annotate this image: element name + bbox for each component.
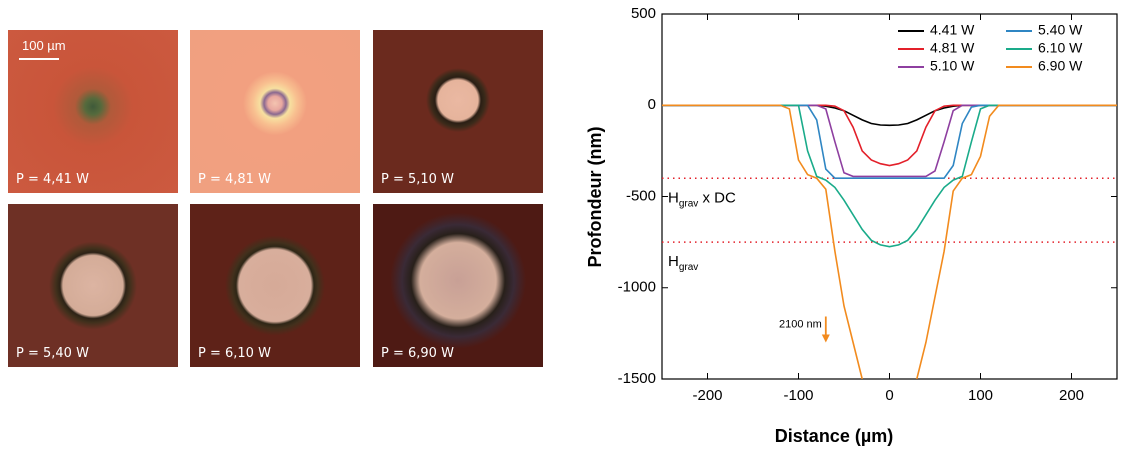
- reference-label: Hgrav: [668, 253, 698, 273]
- data-line: [662, 104, 1117, 127]
- image-panel: P = 6,10 W: [190, 204, 360, 367]
- reference-label-suffix: x DC: [698, 189, 736, 206]
- y-tick-label: 0: [648, 96, 656, 113]
- panel-label: P = 6,90 W: [381, 346, 454, 361]
- x-tick-label: 200: [1059, 387, 1084, 404]
- reference-label: Hgrav x DC: [668, 189, 736, 209]
- image-panel: P = 5,10 W: [373, 30, 543, 193]
- annotation-arrowhead: [821, 334, 830, 343]
- panel-label: P = 4,41 W: [16, 172, 89, 187]
- panel-label: P = 5,40 W: [16, 346, 89, 361]
- data-line: [662, 104, 1117, 167]
- image-panel: P = 4,41 W: [8, 30, 178, 193]
- legend-label: 5.10 W: [930, 58, 975, 74]
- panel-label: P = 4,81 W: [198, 172, 271, 187]
- y-tick-label: -1500: [618, 370, 656, 387]
- annotation: 2100 nm: [779, 318, 822, 330]
- legend-label: 6.10 W: [1038, 40, 1083, 56]
- reference-label-main: H: [668, 189, 679, 206]
- x-tick-label: -200: [692, 387, 722, 404]
- reference-label-main: H: [668, 253, 679, 270]
- x-axis-label: Distance (µm): [775, 426, 893, 446]
- y-tick-label: 500: [631, 5, 656, 22]
- scale-label: 100 µm: [22, 38, 66, 53]
- data-line: [662, 104, 1117, 248]
- reference-label-sub: grav: [679, 262, 698, 273]
- x-tick-label: -100: [783, 387, 813, 404]
- x-tick-label: 100: [968, 387, 993, 404]
- image-panel: P = 6,90 W: [373, 204, 543, 367]
- y-tick-label: -1000: [618, 279, 656, 296]
- legend-label: 4.41 W: [930, 22, 975, 38]
- y-tick-label: -500: [626, 187, 656, 204]
- scale-bar: [19, 58, 59, 60]
- image-panel: P = 4,81 W: [190, 30, 360, 193]
- reference-label-sub: grav: [679, 198, 698, 209]
- image-panel: P = 5,40 W: [8, 204, 178, 367]
- panel-label: P = 6,10 W: [198, 346, 271, 361]
- legend-label: 4.81 W: [930, 40, 975, 56]
- x-tick-label: 0: [885, 387, 893, 404]
- data-line: [662, 104, 1117, 379]
- legend-label: 6.90 W: [1038, 58, 1083, 74]
- data-line: [662, 104, 1117, 179]
- legend-label: 5.40 W: [1038, 22, 1083, 38]
- panel-label: P = 5,10 W: [381, 172, 454, 187]
- y-axis-label: Profondeur (nm): [585, 127, 605, 268]
